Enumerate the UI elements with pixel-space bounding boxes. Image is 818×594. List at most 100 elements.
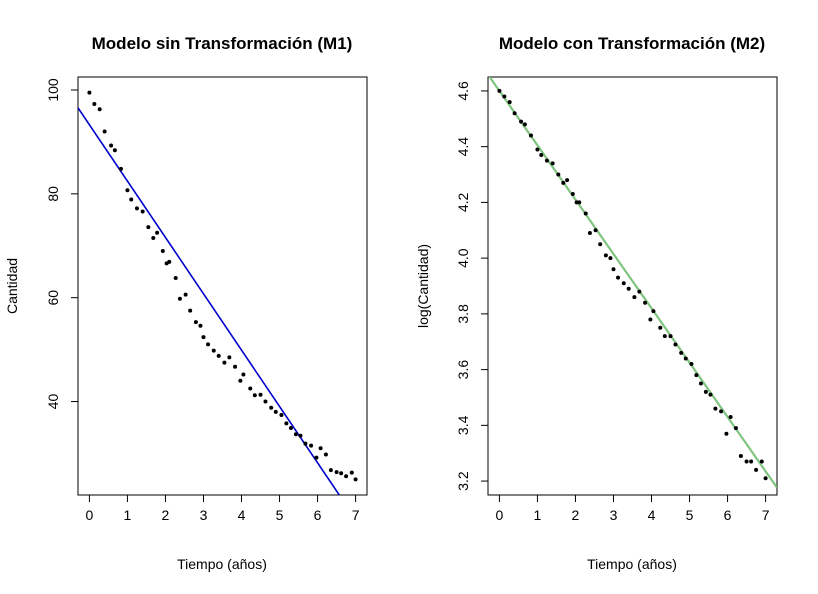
data-point: [252, 393, 257, 398]
y-tick-label: 4.2: [455, 192, 471, 212]
data-point: [92, 102, 97, 107]
y-tick-label: 4.6: [455, 81, 471, 101]
data-point: [519, 119, 524, 124]
data-point: [497, 88, 502, 93]
data-point: [694, 373, 699, 378]
data-point: [188, 308, 193, 313]
data-point: [713, 406, 718, 411]
data-point: [273, 409, 278, 414]
data-point: [683, 356, 688, 361]
data-point: [561, 180, 566, 185]
data-point: [603, 253, 608, 258]
data-point: [733, 426, 738, 431]
data-point: [314, 455, 319, 460]
x-tick-label: 1: [534, 507, 542, 523]
data-point: [258, 392, 263, 397]
x-tick-label: 4: [648, 507, 656, 523]
x-tick-label: 2: [572, 507, 580, 523]
data-point: [193, 320, 198, 325]
data-point: [288, 426, 293, 431]
y-axis-label-m1: Cantidad: [4, 258, 20, 314]
chart-title-m2: Modelo con Transformación (M2): [499, 34, 765, 53]
y-tick-label: 100: [45, 78, 61, 102]
data-point: [328, 468, 333, 473]
data-point: [233, 364, 238, 369]
data-point: [673, 342, 678, 347]
x-tick-label: 5: [686, 507, 694, 523]
data-point: [222, 360, 227, 365]
data-point: [134, 206, 139, 211]
data-point: [155, 230, 160, 235]
data-point: [323, 452, 328, 457]
data-point: [112, 148, 117, 153]
data-point: [211, 348, 216, 353]
data-point: [344, 474, 349, 479]
regression-line: [78, 107, 341, 495]
data-point: [643, 300, 648, 305]
data-point: [632, 295, 637, 300]
x-tick-label: 7: [762, 507, 770, 523]
data-point: [248, 386, 253, 391]
y-tick-label: 40: [45, 394, 61, 410]
data-point: [759, 459, 764, 464]
data-point: [298, 433, 303, 438]
data-point: [593, 228, 598, 233]
x-axis-m2: 0 1 2 3 4 5 6 7: [496, 495, 770, 523]
data-point: [279, 413, 284, 418]
x-tick-label: 6: [724, 507, 732, 523]
data-point: [724, 431, 729, 436]
data-point: [637, 289, 642, 294]
data-point: [118, 166, 123, 171]
data-points-m1: [87, 90, 358, 482]
x-axis-label-m1: Tiempo (años): [177, 556, 267, 572]
data-point: [662, 334, 667, 339]
x-tick-label: 7: [352, 507, 360, 523]
data-point: [87, 90, 92, 95]
x-tick-label: 0: [86, 507, 94, 523]
y-axis-m2: 3.2 3.4 3.6 3.8 4.0 4.2 4.4 4.6: [455, 81, 488, 491]
x-tick-label: 6: [314, 507, 322, 523]
data-point: [353, 477, 358, 482]
data-point: [125, 188, 130, 193]
y-tick-label: 60: [45, 290, 61, 306]
x-tick-label: 1: [124, 507, 132, 523]
data-point: [611, 267, 616, 272]
data-point: [263, 399, 268, 404]
data-point: [754, 467, 759, 472]
data-points-m2: [497, 88, 768, 481]
data-point: [587, 231, 592, 236]
data-point: [550, 161, 555, 166]
regression-line: [488, 77, 777, 489]
data-point: [512, 111, 517, 116]
data-point: [151, 235, 156, 240]
data-point: [309, 443, 314, 448]
data-point: [102, 129, 107, 134]
y-tick-label: 3.4: [455, 415, 471, 435]
data-point: [616, 275, 621, 280]
data-point: [334, 470, 339, 475]
data-point: [522, 122, 527, 127]
fit-line-m2: [488, 77, 777, 489]
x-tick-label: 3: [200, 507, 208, 523]
y-tick-label: 4.0: [455, 248, 471, 268]
data-point: [216, 353, 221, 358]
y-tick-label: 80: [45, 186, 61, 202]
data-point: [598, 242, 603, 247]
data-point: [528, 133, 533, 138]
data-point: [339, 471, 344, 476]
data-point: [668, 334, 673, 339]
data-point: [698, 381, 703, 386]
data-point: [349, 470, 354, 475]
data-point: [535, 147, 540, 152]
data-point: [241, 372, 246, 377]
data-point: [183, 292, 188, 297]
data-point: [728, 414, 733, 419]
data-point: [626, 286, 631, 291]
data-point: [658, 325, 663, 330]
data-point: [140, 209, 145, 214]
data-point: [648, 317, 653, 322]
data-point: [173, 275, 178, 280]
data-point: [177, 296, 182, 301]
x-axis-label-m2: Tiempo (años): [587, 556, 677, 572]
y-axis-label-m2: log(Cantidad): [415, 244, 431, 328]
